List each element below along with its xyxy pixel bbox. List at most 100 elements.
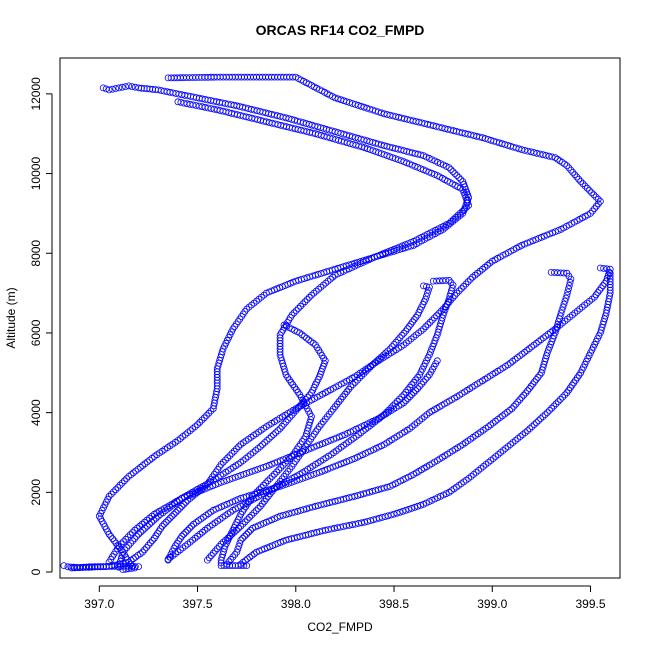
data-point bbox=[511, 355, 519, 363]
data-point bbox=[405, 505, 413, 513]
data-point bbox=[369, 361, 377, 369]
data-point bbox=[329, 273, 337, 281]
data-point bbox=[569, 168, 577, 176]
data-point bbox=[527, 382, 535, 390]
data-point bbox=[543, 409, 551, 417]
data-point bbox=[250, 550, 258, 558]
data-point bbox=[362, 367, 370, 375]
data-point bbox=[600, 264, 607, 272]
data-point bbox=[297, 302, 305, 310]
data-point bbox=[565, 285, 572, 293]
data-point bbox=[112, 85, 120, 92]
chart-title: ORCAS RF14 CO2_FMPD bbox=[256, 22, 425, 38]
data-point bbox=[232, 445, 240, 453]
data-point bbox=[433, 277, 440, 285]
data-point bbox=[241, 557, 249, 564]
data-point bbox=[429, 277, 437, 285]
data-point bbox=[144, 541, 152, 549]
data-point bbox=[309, 339, 317, 347]
data-point bbox=[561, 297, 569, 305]
data-point bbox=[60, 562, 68, 569]
data-point bbox=[421, 413, 428, 421]
data-point bbox=[484, 458, 492, 466]
data-point bbox=[247, 526, 255, 534]
data-point bbox=[384, 347, 392, 355]
data-point bbox=[223, 560, 231, 568]
data-point bbox=[127, 471, 135, 479]
data-point bbox=[233, 548, 241, 556]
data-point bbox=[356, 374, 363, 382]
data-point bbox=[499, 447, 507, 454]
data-point bbox=[412, 387, 420, 395]
data-point bbox=[541, 411, 549, 419]
data-point bbox=[329, 405, 337, 413]
data-point bbox=[134, 465, 142, 473]
data-point bbox=[248, 552, 256, 559]
data-point bbox=[591, 205, 598, 213]
data-point bbox=[203, 556, 211, 564]
data-point bbox=[489, 455, 497, 462]
data-point bbox=[593, 202, 600, 210]
data-point bbox=[579, 180, 587, 188]
data-point bbox=[586, 186, 593, 194]
x-tick-label: 398.0 bbox=[281, 597, 311, 611]
data-point bbox=[286, 413, 294, 421]
data-point bbox=[402, 327, 410, 335]
data-point bbox=[386, 345, 394, 353]
data-point bbox=[557, 395, 564, 403]
data-point bbox=[590, 191, 598, 199]
data-point bbox=[581, 182, 589, 190]
data-point bbox=[375, 355, 383, 363]
data-point bbox=[416, 382, 424, 390]
data-point bbox=[355, 431, 363, 439]
data-point bbox=[304, 393, 312, 401]
data-point bbox=[125, 542, 133, 549]
data-point bbox=[390, 340, 398, 348]
data-point bbox=[230, 447, 238, 455]
data-point bbox=[402, 397, 410, 405]
data-point bbox=[521, 146, 529, 154]
data-point bbox=[408, 504, 416, 512]
data-point bbox=[422, 323, 430, 331]
data-point bbox=[387, 404, 395, 412]
y-tick-label: 10000 bbox=[29, 157, 43, 191]
data-point bbox=[602, 277, 610, 285]
data-point bbox=[522, 389, 530, 397]
data-point bbox=[445, 164, 453, 172]
data-point bbox=[525, 345, 533, 353]
data-point bbox=[539, 413, 547, 421]
data-point bbox=[198, 416, 206, 424]
data-point bbox=[237, 560, 245, 568]
data-point bbox=[535, 338, 543, 345]
data-point bbox=[246, 553, 254, 561]
data-point bbox=[408, 391, 416, 399]
data-point bbox=[400, 399, 408, 407]
data-point bbox=[250, 299, 258, 307]
data-point bbox=[121, 477, 128, 485]
data-point bbox=[280, 420, 288, 428]
data-point bbox=[124, 533, 132, 541]
data-point bbox=[305, 293, 313, 301]
data-point bbox=[114, 542, 122, 549]
data-point bbox=[226, 532, 234, 540]
data-point bbox=[606, 265, 614, 273]
data-point bbox=[117, 557, 124, 565]
data-point bbox=[132, 553, 140, 561]
data-point bbox=[559, 393, 566, 401]
data-point bbox=[107, 490, 115, 498]
data-point bbox=[143, 544, 150, 551]
data-point bbox=[239, 520, 247, 528]
data-point bbox=[194, 421, 201, 429]
data-point bbox=[530, 341, 538, 349]
data-point bbox=[222, 456, 229, 464]
data-point bbox=[406, 425, 414, 433]
data-point bbox=[170, 510, 178, 518]
data-point bbox=[564, 288, 572, 296]
data-point bbox=[303, 296, 311, 303]
data-point bbox=[588, 189, 595, 197]
data-point bbox=[496, 414, 504, 422]
data-point bbox=[219, 458, 227, 466]
data-point bbox=[506, 359, 514, 367]
data-point bbox=[292, 407, 300, 415]
data-point bbox=[115, 84, 123, 92]
